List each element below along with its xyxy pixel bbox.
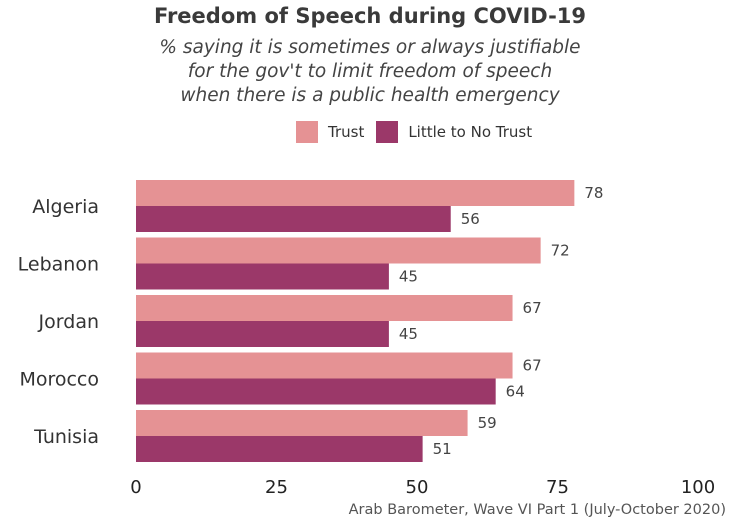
chart-caption: Arab Barometer, Wave VI Part 1 (July-Oct…: [348, 502, 726, 518]
chart-subtitle-line-1: % saying it is sometimes or always justi…: [159, 37, 581, 58]
chart-legend: Trust Little to No Trust: [296, 120, 544, 144]
legend-label-trust: Trust: [328, 123, 365, 141]
bar-morocco-little-to-no-trust: [136, 378, 496, 405]
bar-jordan-little-to-no-trust: [136, 321, 389, 347]
data-label-morocco-little-to-no-trust: 64: [506, 383, 525, 401]
x-tick-label-75: 75: [546, 477, 569, 498]
category-label-lebanon: Lebanon: [18, 254, 99, 276]
category-label-tunisia: Tunisia: [33, 426, 99, 448]
bar-algeria-little-to-no-trust: [136, 206, 451, 232]
data-label-algeria-little-to-no-trust: 56: [461, 210, 480, 228]
data-label-algeria-trust: 78: [584, 184, 603, 202]
legend-label-little-trust: Little to No Trust: [408, 123, 533, 141]
chart-title: Freedom of Speech during COVID-19: [153, 4, 587, 28]
x-tick-label-0: 0: [130, 477, 141, 498]
x-tick-label-100: 100: [681, 477, 715, 498]
x-tick-label-50: 50: [406, 477, 429, 498]
data-label-morocco-trust: 67: [523, 357, 542, 375]
bar-tunisia-trust: [136, 410, 468, 436]
bar-tunisia-little-to-no-trust: [136, 436, 423, 462]
legend-swatch-trust: [296, 121, 318, 143]
data-label-lebanon-trust: 72: [551, 242, 570, 260]
chart-subtitle-line-3: when there is a public health emergency: [180, 85, 560, 106]
data-label-lebanon-little-to-no-trust: 45: [399, 268, 418, 286]
data-label-jordan-trust: 67: [523, 299, 542, 317]
bar-lebanon-little-to-no-trust: [136, 263, 389, 290]
x-tick-label-25: 25: [265, 477, 288, 498]
data-label-tunisia-trust: 59: [478, 414, 497, 432]
bar-lebanon-trust: [136, 237, 541, 264]
category-label-jordan: Jordan: [38, 311, 99, 333]
bar-jordan-trust: [136, 295, 513, 321]
chart-subtitle-line-2: for the gov't to limit freedom of speech: [187, 61, 553, 82]
legend-swatch-little-trust: [376, 121, 399, 143]
category-label-algeria: Algeria: [32, 196, 99, 218]
category-label-morocco: Morocco: [19, 369, 99, 391]
bar-morocco-trust: [136, 352, 513, 379]
data-label-tunisia-little-to-no-trust: 51: [433, 440, 452, 458]
bar-algeria-trust: [136, 180, 575, 206]
data-label-jordan-little-to-no-trust: 45: [399, 325, 418, 343]
